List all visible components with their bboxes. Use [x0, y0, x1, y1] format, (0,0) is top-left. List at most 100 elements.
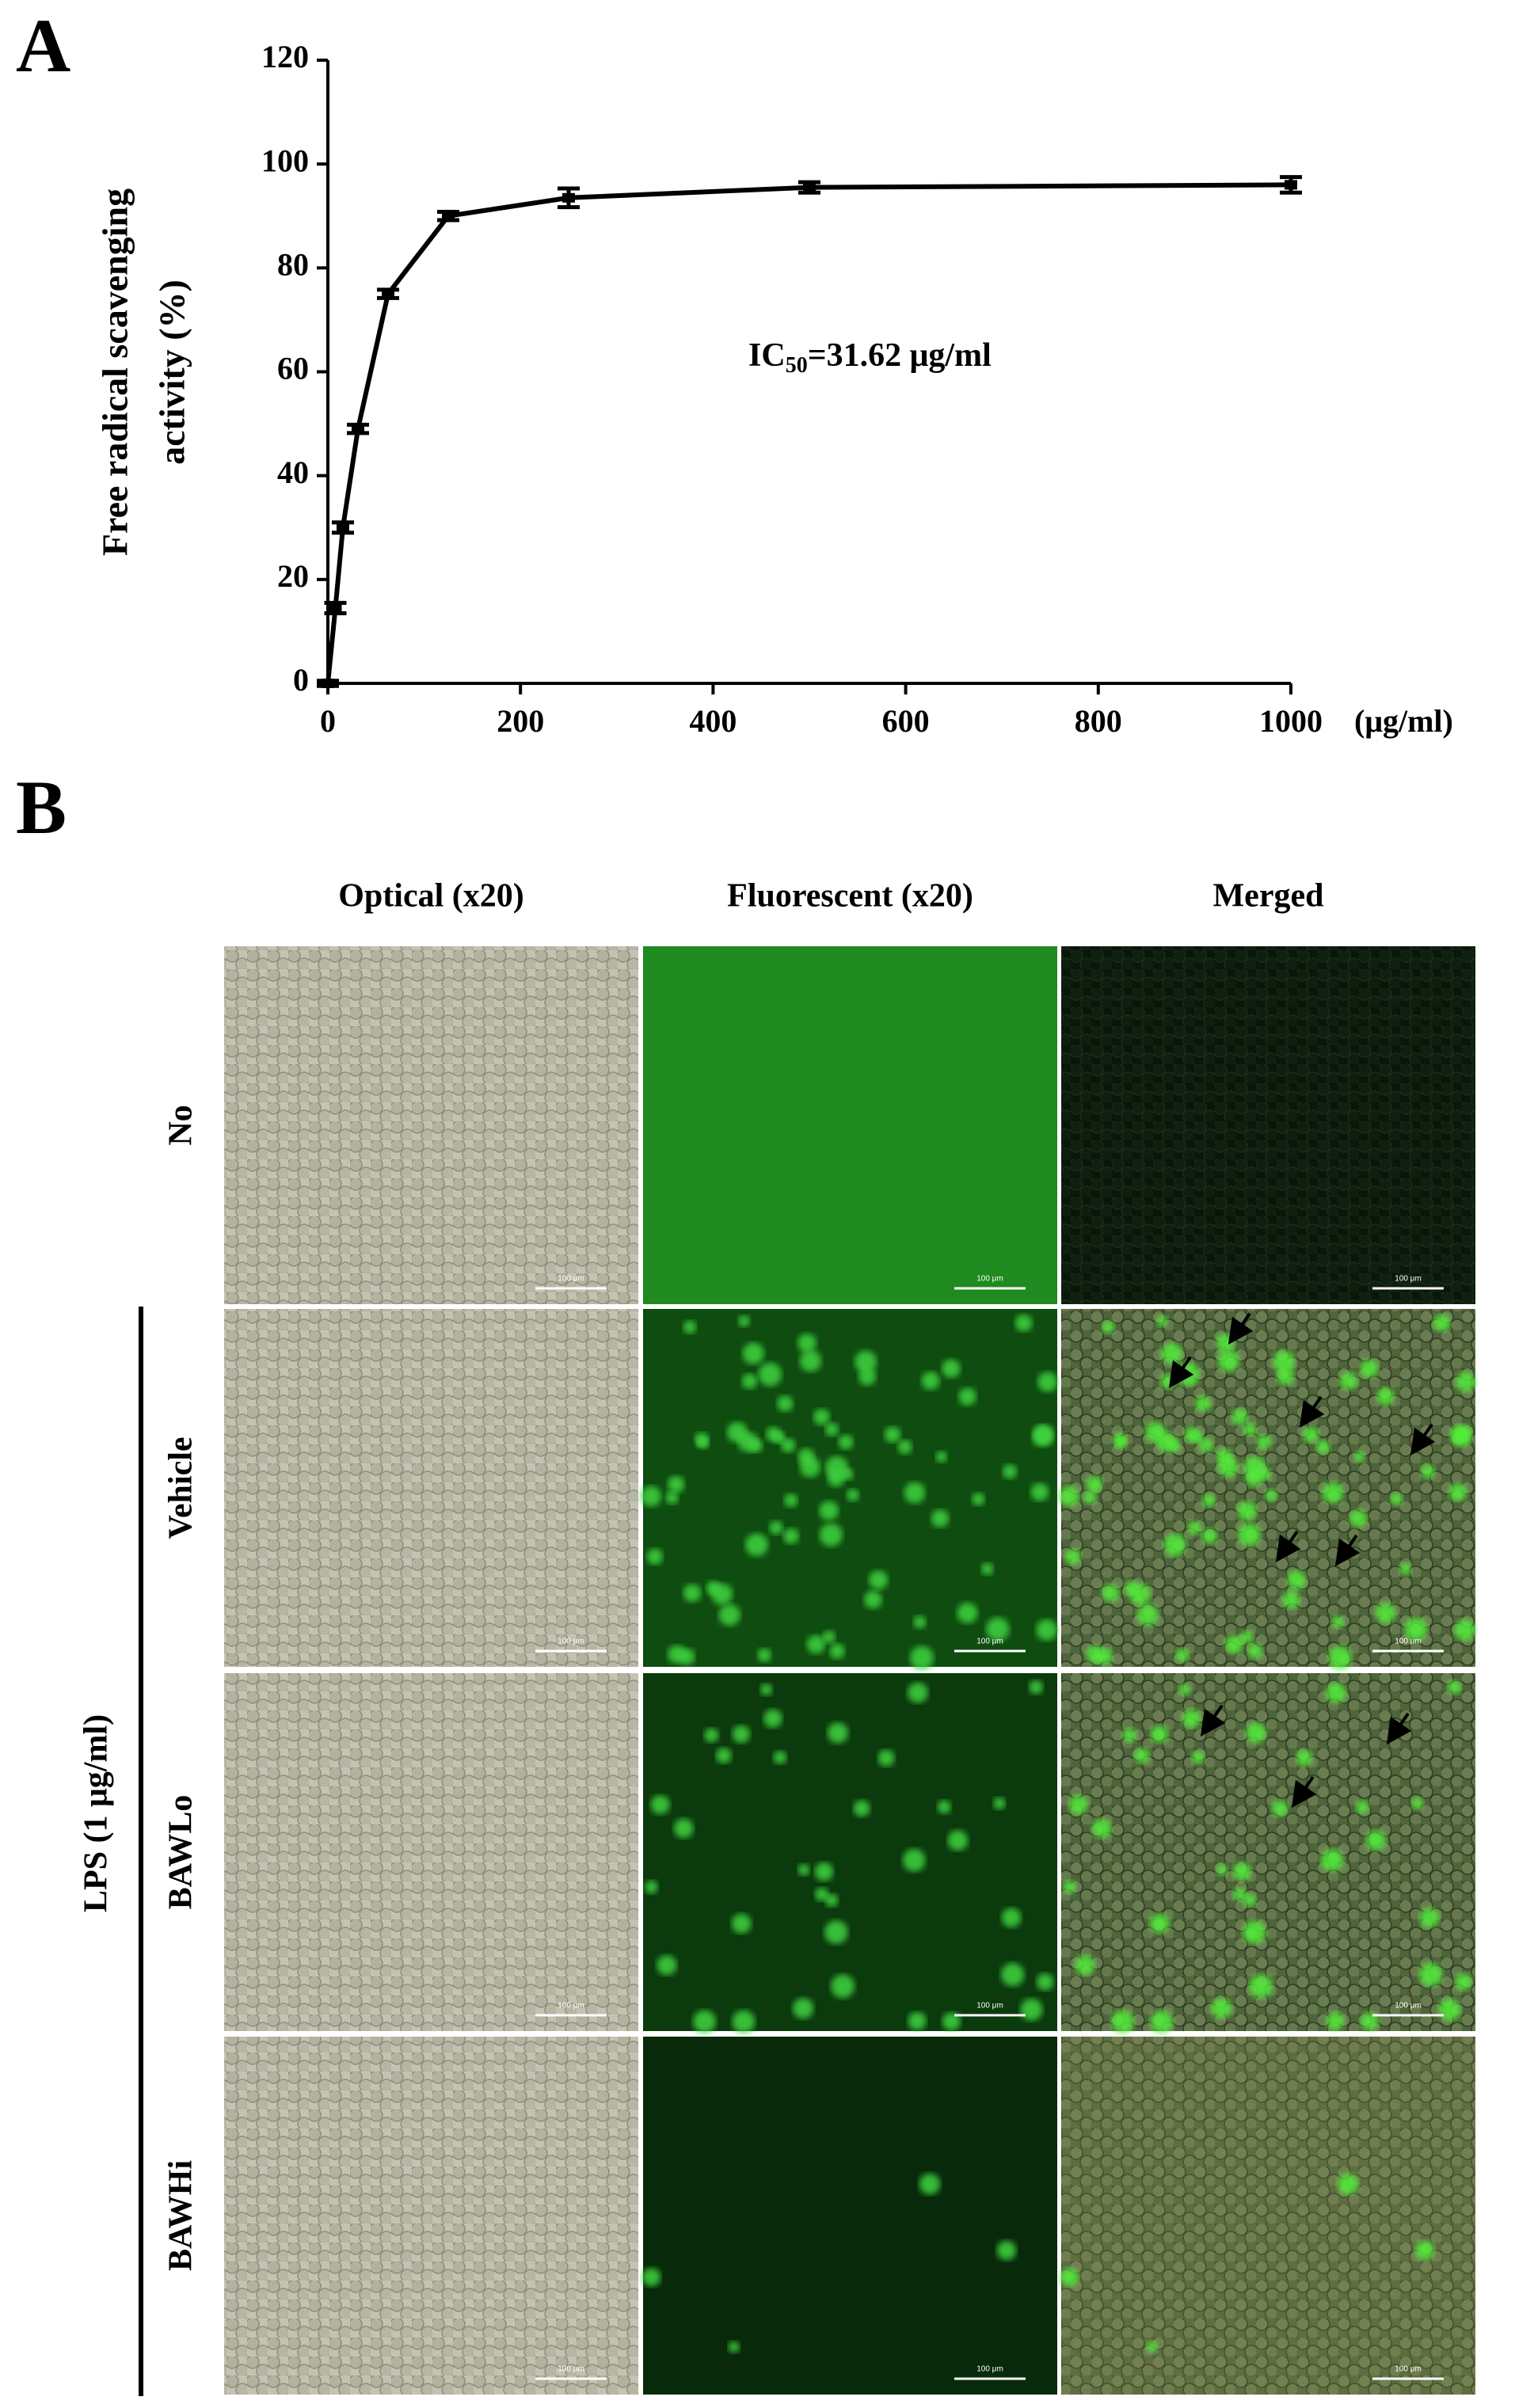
fluorescent-cell	[1068, 1795, 1088, 1815]
fluorescent-cell	[1454, 1619, 1476, 1641]
fluorescent-cell	[1237, 1501, 1257, 1521]
panel-label: B	[16, 765, 67, 850]
fluorescent-cell	[1136, 1603, 1159, 1626]
scale-bar-label: 100 μm	[558, 2002, 584, 2010]
fluorescent-cell	[1448, 1483, 1467, 1501]
fluorescent-cell	[665, 1491, 679, 1505]
fluorescent-cell	[986, 1617, 1010, 1641]
fluorescent-cell	[1376, 1387, 1395, 1406]
fluorescent-cell	[673, 1818, 694, 1839]
fluorescent-cell	[1243, 1893, 1257, 1907]
micrograph: 100 μm	[224, 1309, 638, 1667]
fluorescent-cell	[1360, 2012, 1379, 2031]
fluorescent-cell	[869, 1570, 889, 1590]
fluorescent-cell	[1456, 1371, 1476, 1392]
scale-bar-label: 100 μm	[558, 2365, 584, 2374]
fluorescent-cell	[1083, 1491, 1097, 1505]
arrow	[1228, 1312, 1254, 1345]
fluorescent-cell	[819, 1501, 839, 1521]
fluorescent-cell	[884, 1426, 901, 1443]
fluorescent-cell	[1020, 1998, 1043, 2021]
fluorescent-cell	[758, 1363, 782, 1387]
fluorescent-cell	[1216, 1863, 1228, 1876]
annotation: IC50=31.62 μg/ml	[748, 337, 992, 379]
fluorescent-cell	[1315, 1440, 1330, 1455]
fluorescent-cell	[1243, 1920, 1266, 1944]
fluorescent-cell	[1150, 2010, 1174, 2033]
fluorescent-cell	[937, 1800, 951, 1814]
fluorescent-cell	[704, 1728, 719, 1743]
fluorescent-cell	[645, 1880, 658, 1894]
x-tick-label: 800	[1075, 703, 1122, 739]
fluorescent-cell	[942, 2012, 961, 2031]
micrograph: 100 μm	[224, 946, 638, 1304]
fluorescent-cell	[683, 1320, 697, 1333]
fluorescent-cell	[1217, 1350, 1239, 1372]
fluorescent-cell	[1349, 1509, 1368, 1527]
annotation-text: IC	[748, 337, 786, 374]
data-point	[322, 679, 334, 688]
fluorescent-cell	[1419, 1963, 1443, 1987]
row-label: BAWHi	[163, 2160, 200, 2271]
x-tick-label: 0	[320, 703, 336, 739]
fluorescent-cell	[822, 1630, 836, 1644]
micrograph: 100 μm	[224, 2037, 638, 2395]
fluorescent-cell	[1001, 1908, 1022, 1927]
tint	[1061, 2037, 1475, 2395]
fluorescent-cell	[1375, 1602, 1396, 1623]
fluorescent-cell	[897, 1440, 912, 1455]
fluorescent-cell	[1277, 1368, 1295, 1386]
fluorescent-cell	[731, 1913, 752, 1934]
micrograph: 100 μm	[643, 946, 1057, 1304]
fluorescent-cell	[1237, 1523, 1261, 1546]
fluorescent-cell	[741, 1373, 758, 1389]
fluorescent-cell	[1149, 1913, 1170, 1934]
fluorescent-cell	[773, 1751, 787, 1764]
fluorescent-cell	[1163, 1533, 1186, 1557]
micrograph-image	[643, 2037, 1057, 2395]
y-tick-label: 60	[277, 351, 309, 386]
fluorescent-cell	[831, 1974, 855, 1999]
fluorescent-cell	[1265, 1489, 1277, 1501]
fluorescent-cell	[763, 1709, 782, 1728]
fluorescent-cell	[1159, 1373, 1176, 1389]
fluorescent-cell	[1271, 1800, 1289, 1817]
fluorescent-cell	[841, 1468, 854, 1481]
fluorescent-cell	[1122, 1728, 1137, 1743]
fluorescent-cell	[1328, 1645, 1352, 1670]
fluorescent-cell	[732, 1725, 750, 1744]
fluorescent-cell	[784, 1493, 798, 1508]
fluorescent-cell	[1414, 2240, 1435, 2261]
fluorescent-cell	[1175, 1648, 1190, 1662]
fluorescent-cell	[827, 1722, 848, 1744]
scale-bar-label: 100 μm	[976, 2002, 1003, 2010]
fluorescent-cell	[1247, 1643, 1263, 1659]
fluorescent-cell	[806, 1635, 825, 1654]
fluorescent-cell	[1326, 2011, 1345, 2030]
scale-bar-label: 100 μm	[1395, 2365, 1422, 2374]
fluorescent-cell	[1447, 1680, 1461, 1695]
fluorescent-cell	[1421, 1464, 1435, 1479]
fluorescent-cell	[1339, 1371, 1358, 1390]
fluorescent-cell	[1111, 2010, 1134, 2033]
data-point	[382, 289, 394, 299]
fluorescent-cell	[1365, 1830, 1387, 1851]
fluorescent-cell	[1216, 1448, 1233, 1465]
fluorescent-cell	[1259, 1468, 1272, 1481]
panel-label: A	[16, 3, 70, 88]
data-point	[336, 523, 349, 533]
fluorescent-cell	[1404, 1617, 1428, 1641]
fluorescent-cell	[1059, 1486, 1080, 1507]
fluorescent-cell	[1438, 1998, 1461, 2021]
fluorescent-cell	[1245, 1722, 1266, 1744]
fluorescent-cell	[942, 1359, 961, 1378]
fluorescent-cell	[1355, 1800, 1369, 1814]
fluorescent-cell	[902, 1849, 926, 1872]
fluorescent-cell	[738, 1315, 750, 1327]
scale-bar-label: 100 μm	[1395, 2002, 1422, 2010]
fluorescent-cell	[824, 1422, 839, 1436]
arrow	[1386, 1712, 1412, 1745]
fluorescent-cell	[1191, 1751, 1205, 1764]
fluorescent-cell	[1232, 1862, 1252, 1881]
fluorescent-cell	[1029, 1680, 1043, 1695]
